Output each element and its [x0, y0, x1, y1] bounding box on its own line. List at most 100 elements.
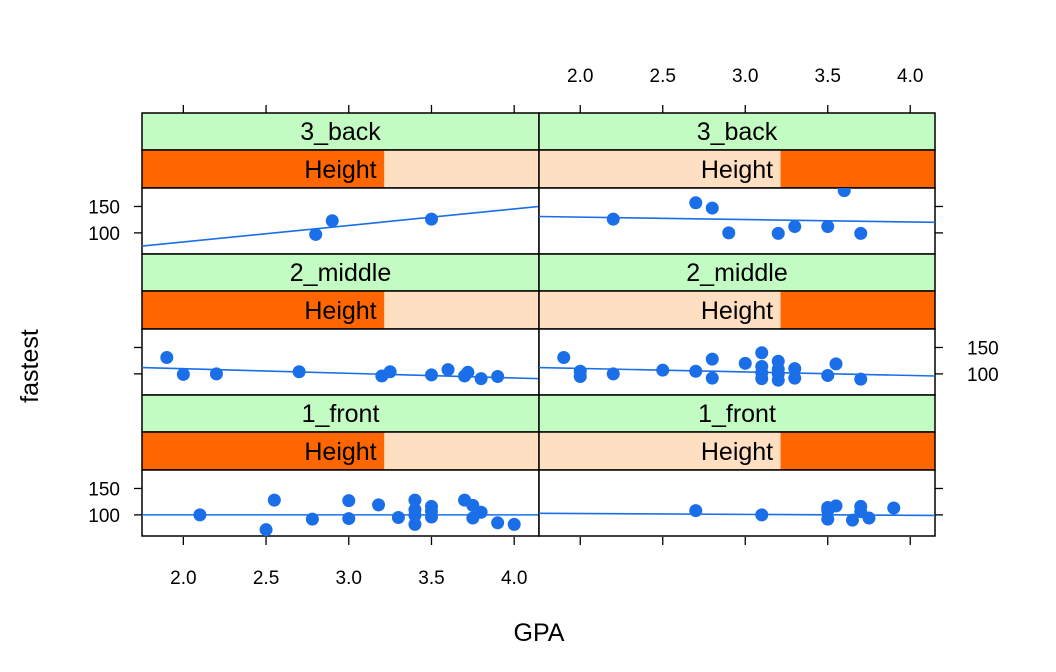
x-tick-label-top: 2.5 [650, 66, 676, 87]
y-tick-label-left: 100 [88, 506, 120, 527]
x-tick-label-top: 3.0 [732, 66, 758, 87]
panels-layer: 3_backHeight3_backHeight2_middleHeight2_… [141, 112, 936, 537]
data-point [606, 367, 620, 381]
y-tick-label-right: 150 [967, 338, 999, 359]
plot-content [539, 499, 935, 527]
axes-layer: 2.0 2.5 3.0 3.5 4.0 2.0 2.5 3.0 3.5 4.0 100 150 100 1… [88, 66, 998, 589]
data-point [292, 365, 306, 379]
data-point [771, 226, 785, 240]
data-point [689, 504, 703, 518]
data-point [656, 363, 670, 377]
data-point [821, 512, 835, 526]
data-point [788, 220, 802, 234]
data-point [846, 513, 859, 527]
data-point [755, 372, 769, 386]
data-point [424, 368, 438, 382]
x-tick-label-bottom: 2.0 [170, 568, 196, 589]
regression-line [539, 366, 935, 377]
strip-shingle-range [142, 432, 385, 470]
plot-content [539, 346, 935, 387]
data-point [209, 367, 223, 381]
data-point [441, 363, 455, 377]
plot-area [141, 187, 540, 255]
data-point [788, 371, 802, 385]
y-tick-label-right: 100 [967, 365, 999, 386]
data-point [267, 493, 281, 507]
data-point [755, 346, 769, 360]
y-tick-label-left: 100 [88, 224, 120, 245]
data-point [606, 212, 620, 226]
regression-line [142, 205, 539, 247]
plot-content [142, 205, 539, 247]
panel-2_middle-low: 2_middle Height [141, 253, 540, 396]
data-point [755, 508, 769, 522]
data-point [474, 372, 488, 386]
data-point [408, 508, 422, 522]
strip-outer-label: 1_front [302, 400, 380, 428]
data-point [424, 212, 438, 226]
data-point [372, 498, 386, 512]
plot-content [142, 493, 539, 536]
data-point [305, 512, 319, 526]
data-point [829, 357, 843, 371]
strip-outer [141, 253, 540, 292]
data-point [342, 494, 356, 508]
data-point [408, 493, 422, 507]
data-point [573, 370, 587, 384]
strip-shingle-label: Height [304, 297, 376, 325]
data-point [705, 352, 719, 366]
plot-area [141, 328, 540, 396]
data-point [705, 201, 719, 215]
data-point [408, 517, 422, 531]
x-tick-label-top: 4.0 [897, 66, 923, 87]
x-tick-label-bottom: 3.0 [336, 568, 362, 589]
data-point [821, 368, 835, 382]
data-point [193, 508, 207, 522]
data-point [689, 364, 703, 378]
strip-shingle-label: Height [701, 297, 773, 325]
plot-content [142, 351, 539, 386]
y-tick-label-left: 150 [88, 479, 120, 500]
data-point [176, 367, 190, 381]
data-point [474, 505, 488, 519]
panel-1_front-low: 1_front Height [141, 394, 540, 537]
data-point [887, 501, 901, 515]
data-point [325, 214, 339, 228]
strip-outer-label: 3_back [697, 118, 778, 146]
data-point [689, 196, 703, 210]
regression-line [142, 366, 539, 380]
data-point [862, 511, 876, 525]
plot-content [539, 188, 935, 240]
data-point [342, 512, 356, 526]
panel-3_back-high: 3_back Height [538, 112, 936, 255]
x-tick-label-bottom: 2.5 [253, 568, 279, 589]
data-point [854, 372, 868, 386]
x-axis-title: GPA [514, 619, 565, 647]
data-point [854, 226, 868, 240]
strip-shingle-label: Height [304, 156, 376, 184]
data-point [821, 220, 835, 234]
data-point [788, 362, 802, 376]
x-tick-label-top: 2.0 [567, 66, 593, 87]
x-tick-label-bottom: 4.0 [501, 568, 527, 589]
y-tick-label-left: 150 [88, 197, 120, 218]
strip-outer-label: 2_middle [686, 259, 787, 287]
data-point [160, 351, 174, 365]
data-point [705, 371, 719, 385]
data-point [722, 226, 736, 240]
plot-area [538, 328, 936, 396]
x-tick-label-bottom: 3.5 [418, 568, 444, 589]
strip-shingle-range [780, 150, 935, 188]
strip-shingle-range [142, 291, 385, 329]
data-point [738, 356, 752, 370]
strip-outer-label: 3_back [300, 118, 381, 146]
plot-area [538, 469, 936, 537]
strip-outer-label: 2_middle [290, 259, 391, 287]
data-point [309, 227, 323, 241]
data-point [391, 511, 405, 525]
data-point [491, 516, 505, 530]
strip-shingle-range [780, 291, 935, 329]
panel-3_back-low: 3_back Height [141, 112, 540, 255]
data-point [259, 523, 273, 536]
